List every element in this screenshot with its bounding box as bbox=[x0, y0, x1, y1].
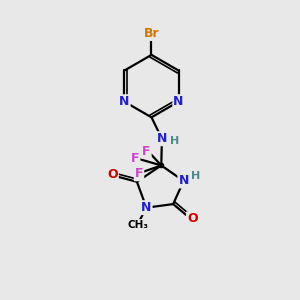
Text: N: N bbox=[173, 95, 184, 108]
Text: F: F bbox=[131, 152, 140, 165]
Text: F: F bbox=[135, 167, 143, 180]
Text: H: H bbox=[170, 136, 179, 146]
Text: N: N bbox=[119, 95, 130, 108]
Text: N: N bbox=[157, 132, 167, 145]
Text: N: N bbox=[141, 201, 152, 214]
Text: CH₃: CH₃ bbox=[128, 220, 148, 230]
Text: H: H bbox=[191, 171, 201, 181]
Text: Br: Br bbox=[144, 27, 159, 40]
Text: O: O bbox=[107, 168, 118, 181]
Text: N: N bbox=[178, 174, 189, 188]
Text: F: F bbox=[142, 145, 151, 158]
Text: O: O bbox=[187, 212, 197, 226]
